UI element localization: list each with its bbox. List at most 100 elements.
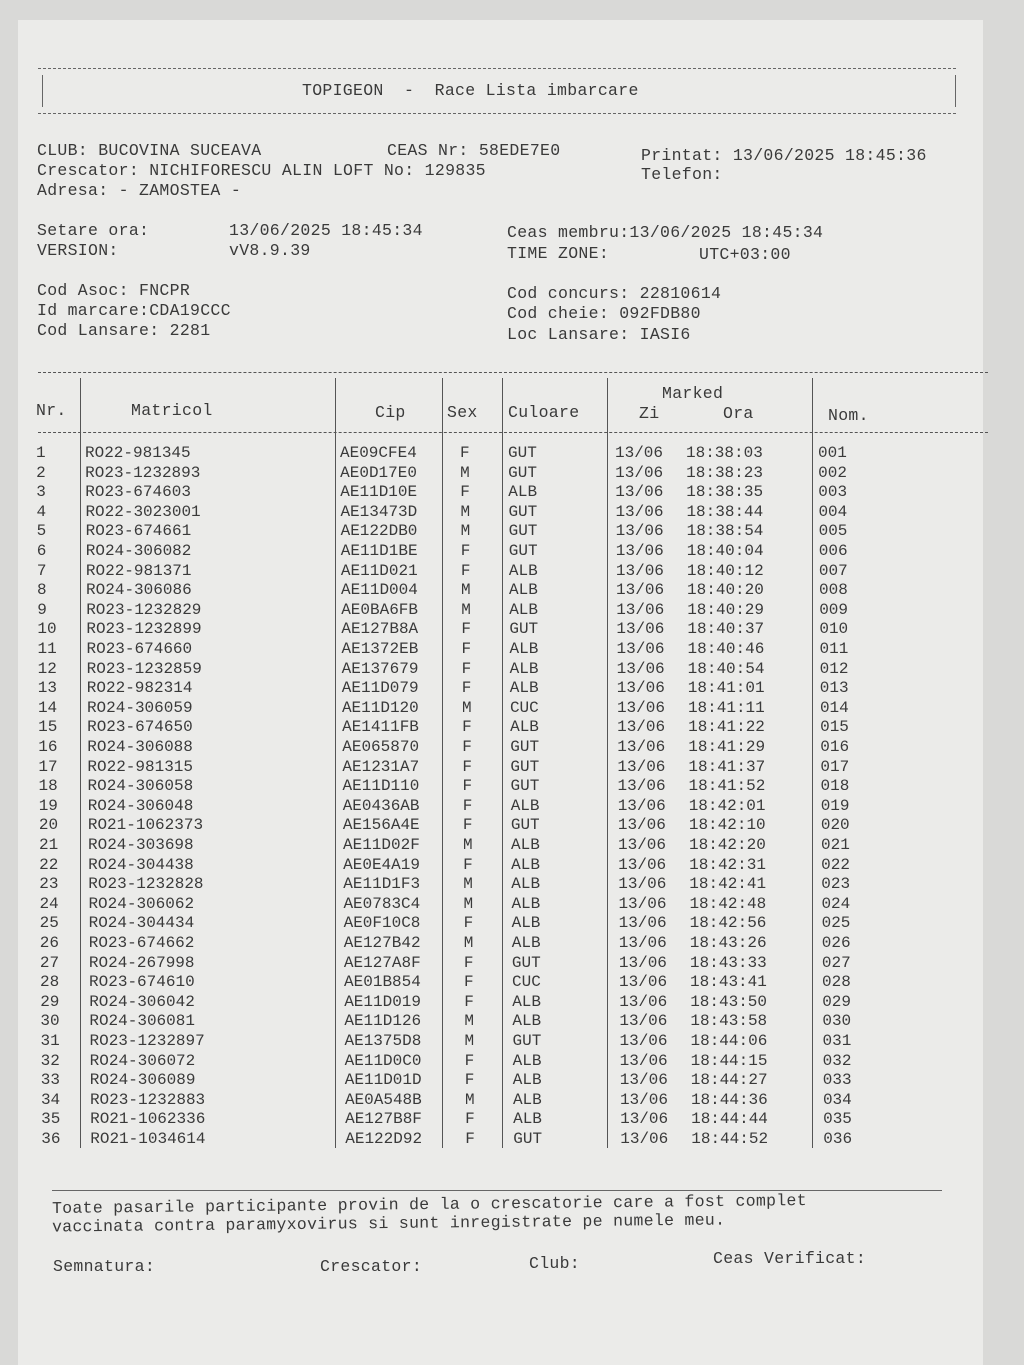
cell-sex: F [464,992,474,1011]
cell-matricol: RO24-306072 [89,1051,196,1070]
cell-ora: 18:42:31 [689,855,766,874]
cell-cip: AE11D126 [344,1012,422,1031]
cell-matricol: RO23-1232897 [89,1032,205,1050]
cell-ora: 18:40:37 [687,620,765,639]
title-box [38,68,956,114]
id-marcare: Id marcare:CDA19CCC [37,301,231,320]
cell-culoare: ALB [511,914,541,933]
cell-cip: AE11D079 [341,679,419,698]
cell-zi: 13/06 [616,698,665,717]
cell-cip: AE127B42 [343,934,421,952]
cell-sex: F [465,1110,475,1129]
cell-culoare: ALB [512,1090,542,1109]
cell-nom: 002 [818,463,847,482]
cod-concurs: Cod concurs: 22810614 [507,284,722,303]
header-marked: Marked [662,384,724,403]
cell-zi: 13/06 [618,894,667,913]
cell-nom: 035 [823,1110,852,1129]
cell-nr: 18 [38,777,58,796]
cell-nr: 16 [38,738,58,756]
cell-culoare: GUT [511,953,541,972]
cell-nr: 23 [39,875,59,894]
cell-ora: 18:38:54 [686,522,764,541]
cell-cip: AE065870 [342,738,420,756]
cell-culoare: GUT [508,444,537,462]
cell-zi: 13/06 [618,875,667,894]
header-zi: Zi [639,404,660,423]
header-nr: Nr. [36,401,67,420]
cell-nom: 019 [820,796,850,815]
cell-nom: 030 [822,1012,852,1031]
cell-nom: 012 [819,659,849,678]
cell-zi: 13/06 [618,953,667,972]
cell-ora: 18:44:06 [690,1032,768,1050]
cell-zi: 13/06 [617,796,666,815]
cell-culoare: ALB [510,796,540,815]
cell-culoare: GUT [508,502,538,521]
cell-sex: F [461,679,472,698]
cell-nom: 034 [822,1090,852,1109]
time-zone: UTC+03:00 [699,245,791,264]
cell-ora: 18:42:48 [689,894,767,913]
cell-cip: AE0A548B [344,1090,422,1109]
cell-sex: F [460,561,471,580]
cell-nr: 25 [39,914,59,933]
cell-nr: 20 [38,816,59,835]
cell-zi: 13/06 [620,1110,669,1129]
cell-sex: M [461,698,472,717]
cell-cip: AE127A8F [343,953,421,972]
cell-nom: 027 [821,953,851,972]
cell-sex: F [462,796,473,815]
cell-sex: F [460,542,471,560]
cell-cip: AE11D02F [343,836,420,854]
cell-matricol: RO24-267998 [88,953,195,972]
cell-sex: F [464,1051,475,1070]
cell-sex: M [464,1090,475,1109]
cell-culoare: GUT [512,1032,542,1050]
cell-ora: 18:43:50 [690,992,767,1011]
cell-sex: F [464,973,474,992]
cell-nom: 017 [820,757,850,776]
cell-cip: AE11D019 [344,992,421,1011]
club: CLUB: BUCOVINA SUCEAVA [37,141,262,160]
cell-ora: 18:41:22 [688,718,765,737]
cell-zi: 13/06 [616,640,665,658]
cell-nom: 032 [822,1051,852,1070]
cell-matricol: RO24-306081 [89,1012,195,1031]
cell-cip: AE1375D8 [344,1032,422,1050]
cell-sex: F [462,816,473,835]
cell-nom: 033 [822,1071,852,1090]
cell-sex: M [461,581,471,600]
cell-nr: 2 [36,463,46,482]
cod-lansare: Cod Lansare: 2281 [37,321,211,340]
cell-nom: 008 [819,581,848,600]
cell-ora: 18:41:52 [688,777,766,796]
cell-nr: 17 [38,757,58,776]
cell-nr: 6 [36,542,47,560]
header-cip: Cip [375,403,406,422]
cell-nr: 26 [39,934,59,952]
cell-cip: AE09CFE4 [340,444,417,462]
cell-nom: 028 [822,973,851,992]
cell-cip: AE11D1F3 [343,875,421,894]
cell-culoare: GUT [510,738,540,756]
cell-matricol: RO23-674650 [87,718,193,737]
cell-matricol: RO24-306086 [86,581,192,600]
cell-zi: 13/06 [619,992,668,1011]
cell-cip: AE1372EB [341,640,419,658]
cell-ora: 18:40:04 [686,542,764,560]
cell-ora: 18:43:33 [689,953,767,972]
cell-nr: 32 [40,1051,60,1070]
cell-zi: 13/06 [618,836,667,854]
cell-cip: AE11D120 [341,698,419,717]
cell-nr: 22 [39,855,59,874]
cell-ora: 18:41:29 [688,738,766,756]
cell-matricol: RO23-674610 [89,973,195,992]
cell-zi: 13/06 [616,581,665,600]
cell-nr: 27 [39,953,60,972]
cell-matricol: RO24-304438 [88,855,194,874]
document-title: TOPIGEON - Race Lista imbarcare [302,81,639,100]
cell-cip: AE11D10E [340,483,418,502]
cell-ora: 18:41:37 [688,757,766,776]
crescator-signature-label: Crescator: [320,1257,423,1276]
